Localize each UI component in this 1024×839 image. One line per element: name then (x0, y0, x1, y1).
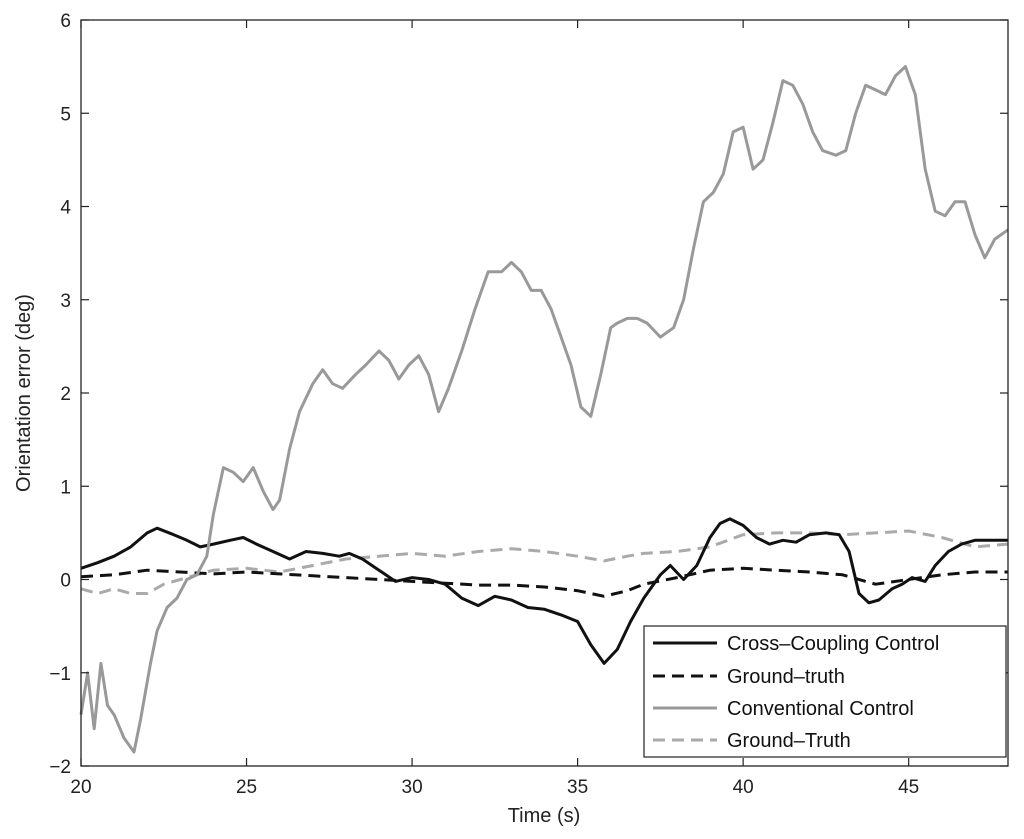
x-tick-label: 45 (898, 777, 919, 798)
x-tick-label: 20 (70, 777, 91, 798)
series-line-ground-truth-3 (80, 529, 1009, 595)
y-tick-label: −2 (49, 757, 71, 778)
y-tick-label: 4 (60, 198, 71, 219)
y-tick-label: 1 (60, 477, 71, 498)
series-line-conventional-control-2 (79, 65, 1009, 754)
legend-label-ground-truth-black: Ground–truth (727, 666, 845, 688)
legend-label-cross-coupling-control: Cross–Coupling Control (727, 633, 939, 655)
x-tick-label: 30 (402, 777, 423, 798)
x-tick-label: 35 (567, 777, 588, 798)
legend-box (643, 625, 1007, 758)
y-tick-label: 3 (60, 291, 71, 312)
y-tick-label: 6 (60, 11, 71, 32)
y-tick-label: −1 (49, 664, 71, 685)
legend: Cross–Coupling Control Ground–truth Conv… (643, 625, 1007, 758)
series-layer (79, 65, 1009, 754)
x-tick-label: 25 (236, 777, 257, 798)
x-axis-label: Time (s) (508, 805, 581, 827)
legend-label-conventional-control: Conventional Control (727, 698, 914, 720)
y-axis-label: Orientation error (deg) (13, 294, 35, 492)
x-tick-label: 40 (733, 777, 754, 798)
legend-label-ground-truth-gray: Ground–Truth (727, 730, 851, 752)
y-tick-label: 2 (60, 384, 71, 405)
series-line-cross-coupling-control-0 (80, 517, 1008, 665)
y-tick-label: 5 (60, 104, 71, 125)
y-tick-label: 0 (60, 571, 71, 592)
series-line-ground-truth-1 (80, 566, 1008, 598)
